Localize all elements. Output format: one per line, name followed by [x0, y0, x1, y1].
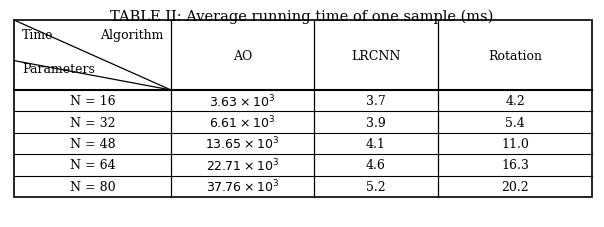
Text: Time: Time — [22, 29, 54, 42]
Text: $13.65\times10^{3}$: $13.65\times10^{3}$ — [205, 136, 280, 152]
Text: N = 16: N = 16 — [69, 95, 115, 108]
Text: TABLE II: Average running time of one sample (ms): TABLE II: Average running time of one sa… — [111, 10, 493, 24]
Text: $3.63\times10^{3}$: $3.63\times10^{3}$ — [210, 93, 275, 109]
Text: 20.2: 20.2 — [501, 180, 529, 193]
Text: 16.3: 16.3 — [501, 159, 529, 172]
Text: N = 64: N = 64 — [69, 159, 115, 172]
Text: Rotation: Rotation — [488, 49, 542, 62]
Text: $22.71\times10^{3}$: $22.71\times10^{3}$ — [206, 157, 279, 173]
Bar — [14, 21, 592, 197]
Text: Algorithm: Algorithm — [100, 29, 163, 42]
Text: $37.76\times10^{3}$: $37.76\times10^{3}$ — [206, 178, 279, 195]
Text: LRCNN: LRCNN — [352, 49, 400, 62]
Text: N = 48: N = 48 — [69, 137, 115, 150]
Text: $6.61\times10^{3}$: $6.61\times10^{3}$ — [210, 114, 275, 131]
Text: N = 80: N = 80 — [69, 180, 115, 193]
Text: AO: AO — [233, 49, 252, 62]
Text: 4.1: 4.1 — [366, 137, 386, 150]
Text: 3.7: 3.7 — [366, 95, 386, 108]
Text: 3.9: 3.9 — [366, 116, 386, 129]
Text: 4.6: 4.6 — [366, 159, 386, 172]
Text: 11.0: 11.0 — [501, 137, 529, 150]
Text: 5.4: 5.4 — [505, 116, 525, 129]
Text: N = 32: N = 32 — [69, 116, 115, 129]
Text: 4.2: 4.2 — [505, 95, 525, 108]
Text: Parameters: Parameters — [22, 63, 95, 76]
Text: 5.2: 5.2 — [366, 180, 386, 193]
